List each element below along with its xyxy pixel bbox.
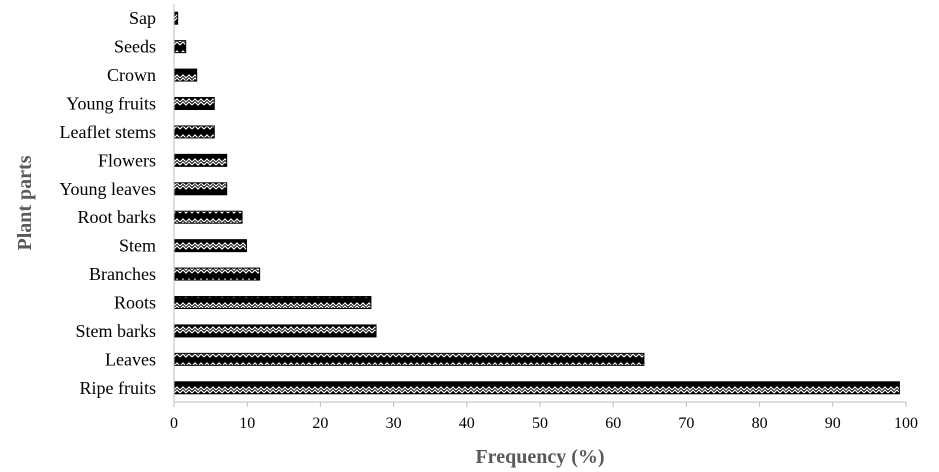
bar-leaflet-stems xyxy=(173,125,215,139)
category-label: Crown xyxy=(107,65,156,85)
x-tick-label: 40 xyxy=(459,415,475,432)
x-tick-label: 30 xyxy=(386,415,402,432)
bar-crown xyxy=(173,68,198,82)
category-label: Young leaves xyxy=(59,179,156,199)
category-label: Stem barks xyxy=(76,321,157,341)
category-label: Seeds xyxy=(114,37,156,57)
x-tick-labels: 0 10 20 30 40 50 60 70 80 90 100 xyxy=(170,402,918,432)
category-label: Stem xyxy=(119,236,156,256)
category-label: Roots xyxy=(114,293,156,313)
category-label: Ripe fruits xyxy=(80,378,157,398)
category-label: Root barks xyxy=(78,207,157,227)
x-axis-title: Frequency (%) xyxy=(475,446,604,468)
bars-group xyxy=(173,11,900,395)
x-tick-label: 10 xyxy=(239,415,255,432)
bar-sap xyxy=(173,11,179,25)
bar-branches xyxy=(173,267,261,281)
x-tick-label: 20 xyxy=(312,415,328,432)
x-tick-label: 80 xyxy=(752,415,768,432)
x-tick-label: 0 xyxy=(170,415,178,432)
category-label: Branches xyxy=(89,264,156,284)
bar-leaves xyxy=(173,352,645,366)
category-label: Sap xyxy=(129,8,156,28)
x-tick-label: 100 xyxy=(894,415,918,432)
bar-young-leaves xyxy=(173,182,228,196)
bar-young-fruits xyxy=(173,97,215,110)
bar-roots xyxy=(173,296,372,309)
category-labels: Sap Seeds Crown Young fruits Leaflet stems Fl… xyxy=(59,8,156,398)
category-label: Leaves xyxy=(105,349,156,369)
bar-flowers xyxy=(173,153,228,167)
x-tick-label: 50 xyxy=(532,415,548,432)
x-tick-label: 60 xyxy=(605,415,621,432)
bar-ripe-fruits xyxy=(173,381,900,395)
category-label: Leaflet stems xyxy=(60,122,156,142)
x-tick-label: 70 xyxy=(678,415,694,432)
x-tick-label: 90 xyxy=(825,415,841,432)
category-label: Flowers xyxy=(98,150,156,170)
category-label: Young fruits xyxy=(66,94,156,114)
y-axis-title: Plant parts xyxy=(14,155,36,250)
bar-stem xyxy=(173,239,247,253)
bar-seeds xyxy=(173,40,187,54)
bar-stem-barks xyxy=(173,324,377,338)
bar-root-barks xyxy=(173,210,243,224)
